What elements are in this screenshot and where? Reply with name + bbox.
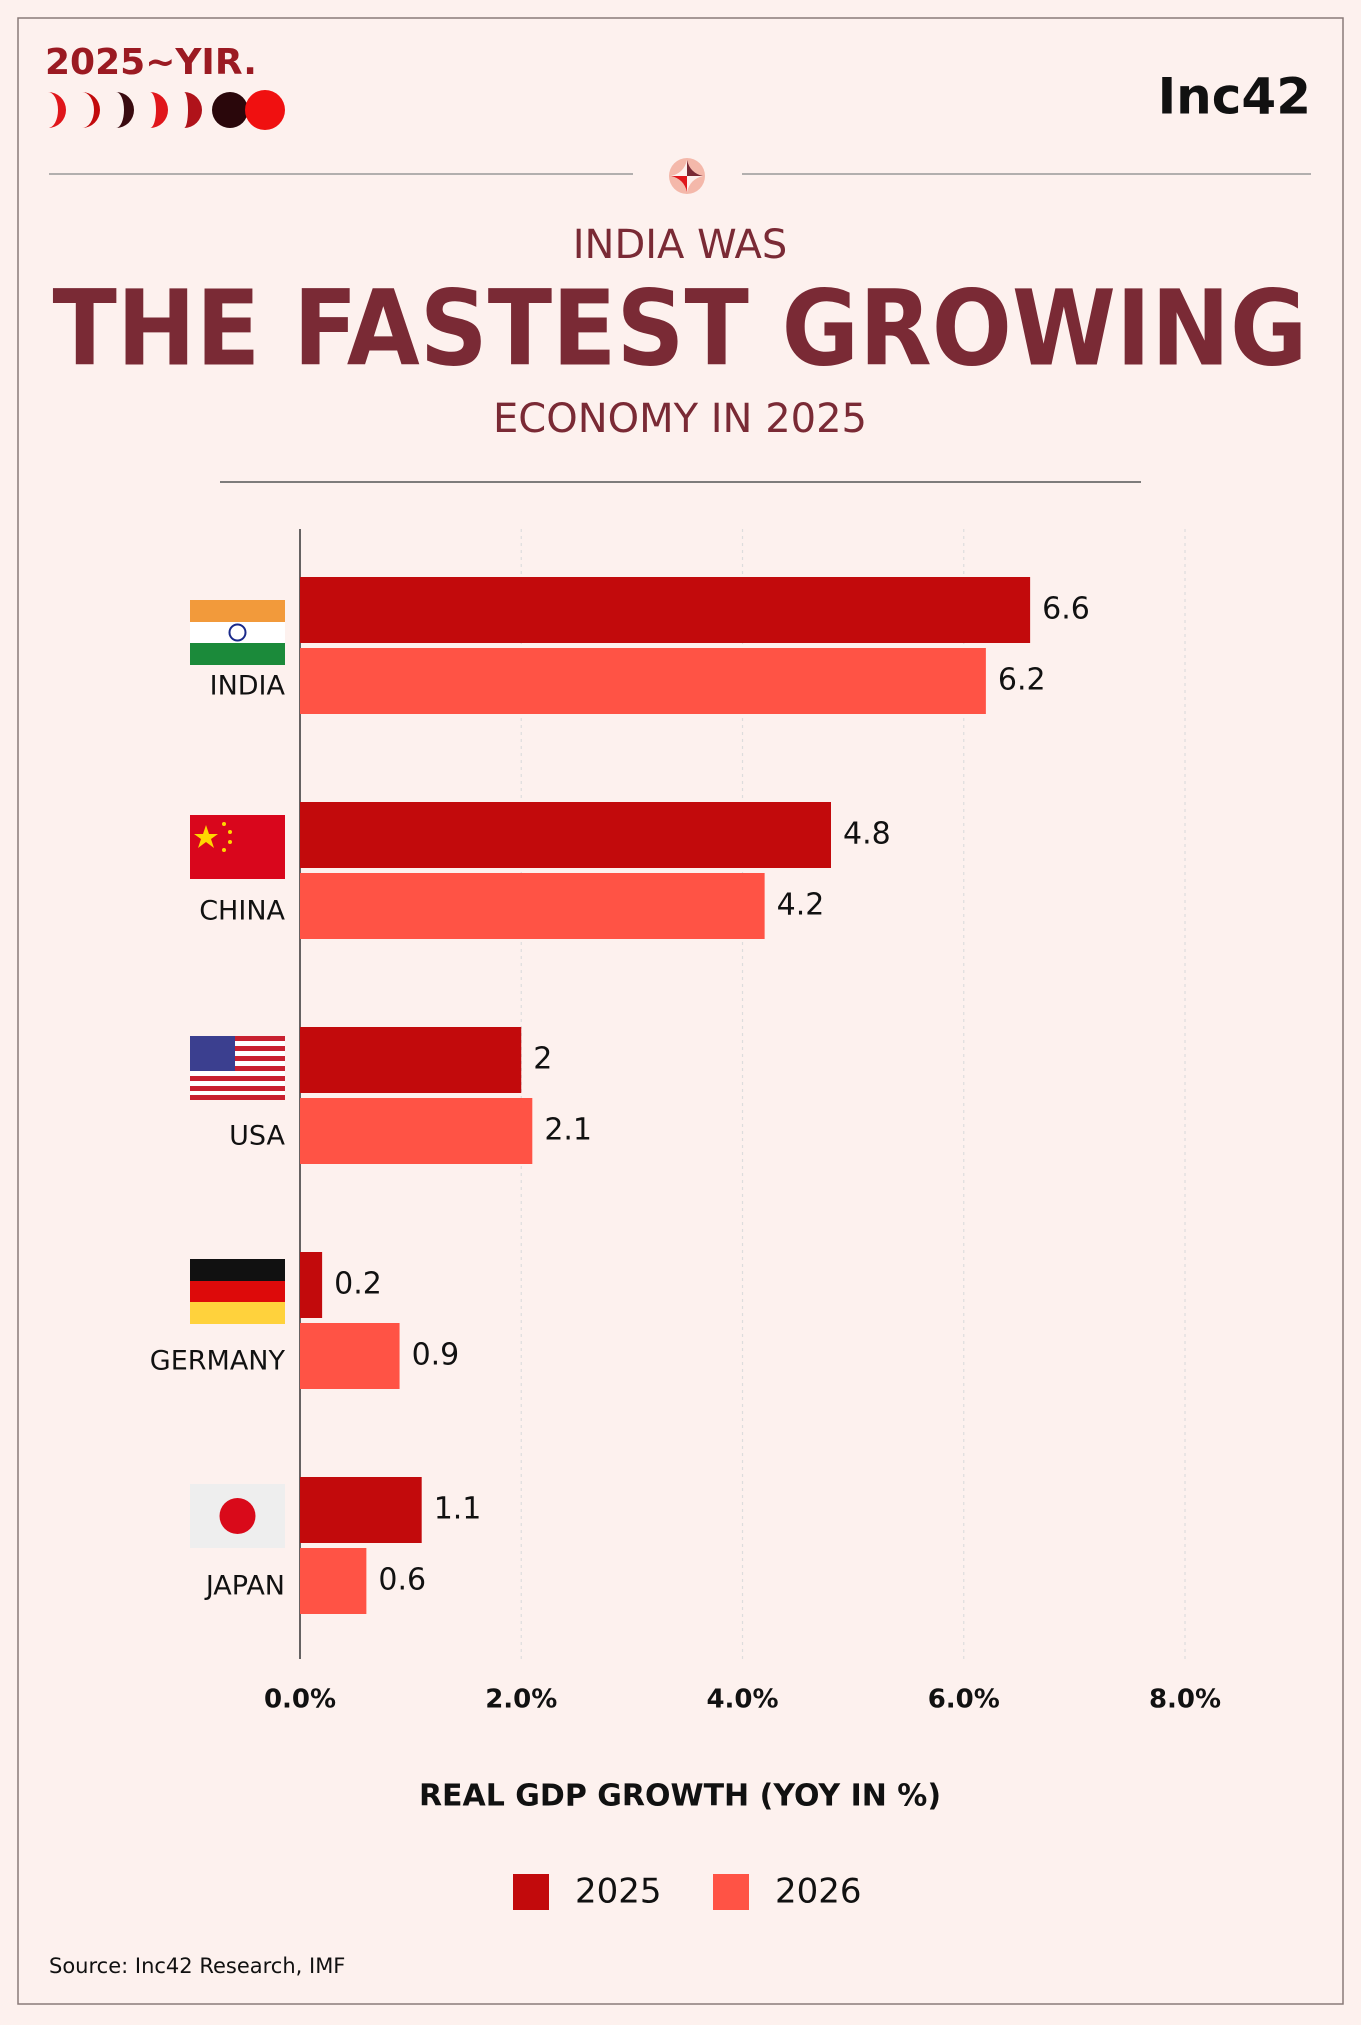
logo: 2025~YIR. [45, 42, 257, 83]
category-label: USA [229, 1121, 285, 1152]
chart-subtitle: ECONOMY IN 2025 [493, 396, 867, 442]
x-tick-label: 8.0% [1149, 1685, 1221, 1715]
frame [17, 17, 1344, 2005]
x-tick-label: 6.0% [928, 1685, 1000, 1715]
value-label: 4.8 [843, 817, 891, 852]
bar [300, 873, 765, 939]
category-label: GERMANY [150, 1346, 286, 1377]
value-label: 4.2 [777, 888, 825, 923]
bar [300, 1027, 522, 1093]
value-label: 0.9 [412, 1338, 460, 1373]
category-label: JAPAN [204, 1571, 285, 1602]
legend-swatch [513, 1874, 549, 1910]
logo-dots [48, 90, 285, 130]
legend-label: 2026 [775, 1872, 862, 1912]
x-tick-label: 2.0% [485, 1685, 557, 1715]
brand: Inc42 [1158, 68, 1311, 126]
value-label: 2 [533, 1042, 552, 1077]
kicker: INDIA WAS [573, 222, 788, 268]
category-label: INDIA [210, 671, 286, 702]
bar [300, 648, 986, 714]
flag-japan [190, 1484, 285, 1548]
category-label: CHINA [199, 896, 285, 927]
bar [300, 1252, 323, 1318]
value-label: 2.1 [544, 1113, 592, 1148]
source: Source: Inc42 Research, IMF [49, 1954, 345, 1978]
x-axis-title: REAL GDP GROWTH (YOY IN %) [419, 1779, 941, 1814]
flag-usa [190, 1036, 285, 1100]
flag-india [190, 600, 285, 665]
bar [300, 1098, 533, 1164]
bar [300, 1323, 400, 1389]
value-label: 0.6 [378, 1563, 426, 1598]
legend-swatch [713, 1874, 749, 1910]
bar [300, 577, 1031, 643]
bar [300, 1477, 422, 1543]
bar [300, 1548, 367, 1614]
value-label: 6.2 [998, 663, 1046, 698]
divider-icon [669, 158, 705, 194]
flag-china [190, 815, 285, 879]
flag-germany [190, 1259, 285, 1324]
value-label: 6.6 [1042, 592, 1090, 627]
chart-title: THE FASTEST GROWING [53, 267, 1308, 389]
value-label: 0.2 [334, 1267, 382, 1302]
bar [300, 802, 831, 868]
value-label: 1.1 [434, 1492, 482, 1527]
legend-label: 2025 [575, 1872, 662, 1912]
x-tick-label: 0.0% [264, 1685, 336, 1715]
x-tick-label: 4.0% [706, 1685, 778, 1715]
